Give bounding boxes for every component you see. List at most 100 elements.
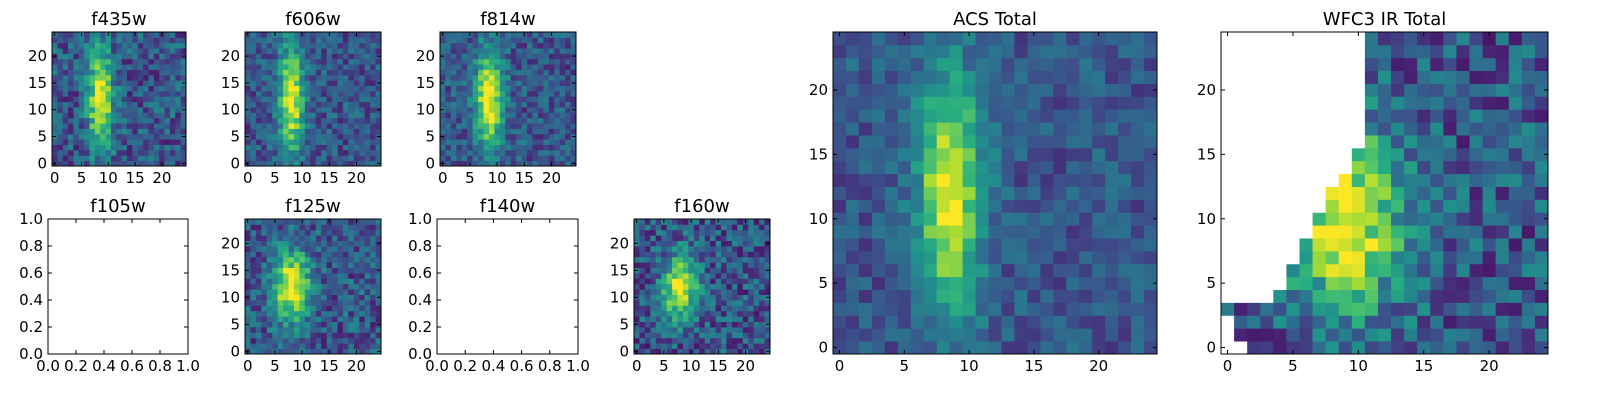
heatmap-cell	[666, 235, 673, 241]
heatmap-cell	[737, 224, 744, 231]
heatmap-cell	[661, 283, 668, 290]
heatmap-cell	[1312, 96, 1327, 110]
heatmap-cell	[304, 139, 311, 145]
heatmap-cell	[897, 173, 912, 187]
heatmap-cell	[261, 278, 268, 285]
heatmap-cell	[272, 37, 279, 44]
heatmap-cell	[250, 128, 257, 135]
heatmap-cell	[1144, 135, 1158, 149]
heatmap-cell	[1521, 147, 1536, 162]
heatmap-cell	[175, 149, 182, 156]
heatmap-cell	[704, 273, 711, 279]
heatmap-cell	[527, 37, 533, 44]
heatmap-cell	[1417, 186, 1431, 200]
heatmap-cell	[661, 305, 668, 312]
heatmap-cell	[169, 133, 176, 140]
heatmap-cell	[1495, 135, 1510, 149]
heatmap-cell	[266, 123, 273, 129]
heatmap-cell	[1014, 263, 1028, 278]
heatmap-cell	[255, 337, 262, 344]
heatmap-cell	[283, 144, 289, 151]
heatmap-cell	[245, 300, 251, 306]
heatmap-cell	[559, 37, 566, 44]
heatmap-cell	[1273, 225, 1287, 239]
heatmap-cell	[1092, 250, 1106, 265]
heatmap-cell	[245, 58, 251, 65]
heatmap-cell	[655, 300, 662, 306]
heatmap-cell	[548, 58, 555, 65]
heatmap-cell	[710, 256, 716, 263]
heatmap-cell	[833, 44, 847, 59]
heatmap-cell	[1260, 135, 1274, 149]
heatmap-cell	[845, 44, 860, 59]
heatmap-cell	[639, 278, 646, 285]
heatmap-cell	[272, 294, 279, 301]
heatmap-cell	[288, 133, 295, 140]
heatmap-cell	[1391, 135, 1405, 149]
heatmap-cell	[666, 278, 673, 285]
heatmap-cell	[110, 155, 117, 162]
heatmap-cell	[1079, 147, 1093, 162]
heatmap-cell	[1482, 147, 1497, 162]
heatmap-cell	[467, 69, 474, 76]
heatmap-cell	[164, 80, 171, 86]
heatmap-cell	[688, 310, 695, 317]
heatmap-cell	[132, 101, 139, 108]
heatmap-cell	[467, 90, 474, 97]
heatmap-cell	[488, 64, 495, 70]
heatmap-cell	[699, 246, 706, 252]
heatmap-cell	[682, 224, 689, 231]
heatmap-cell	[137, 160, 144, 167]
heatmap-cell	[342, 235, 349, 241]
heatmap-cell	[245, 273, 251, 279]
heatmap-cell	[180, 58, 187, 65]
heatmap-cell	[1092, 122, 1106, 136]
heatmap-cell	[543, 128, 550, 135]
heatmap-cell	[153, 155, 160, 162]
heatmap-cell	[310, 139, 317, 145]
heatmap-cell	[94, 32, 101, 38]
heatmap-cell	[1105, 263, 1119, 278]
heatmap-cell	[666, 300, 673, 306]
heatmap-cell	[532, 37, 539, 44]
heatmap-cell	[375, 69, 382, 76]
heatmap-cell	[315, 321, 322, 328]
heatmap-cell	[1417, 250, 1431, 265]
heatmap-cell	[897, 96, 912, 110]
heatmap-cell	[1105, 135, 1119, 149]
heatmap-cell	[116, 117, 123, 124]
heatmap-cell	[1092, 263, 1106, 278]
heatmap-cell	[326, 80, 333, 86]
heatmap-cell	[293, 343, 300, 349]
heatmap-cell	[543, 32, 550, 38]
heatmap-cell	[370, 128, 376, 135]
y-tick-label: 15	[28, 74, 47, 92]
heatmap-cell	[494, 96, 501, 103]
panel-title-f125w: f125w	[285, 196, 340, 217]
heatmap-cell	[548, 48, 555, 54]
heatmap-cell	[364, 273, 371, 279]
heatmap-cell	[1417, 238, 1431, 252]
heatmap-cell	[655, 283, 662, 290]
heatmap-cell	[1456, 96, 1470, 110]
heatmap-cell	[332, 240, 338, 247]
heatmap-cell	[288, 348, 295, 355]
heatmap-cell	[748, 278, 755, 285]
heatmap-cell	[1040, 238, 1054, 252]
heatmap-cell	[310, 278, 317, 285]
heatmap-cell	[164, 133, 171, 140]
heatmap-cell	[693, 348, 700, 355]
heatmap-cell	[359, 321, 366, 328]
heatmap-cell	[521, 133, 528, 140]
heatmap-cell	[245, 235, 251, 241]
heatmap-cell	[105, 64, 112, 70]
heatmap-cell	[666, 246, 673, 252]
heatmap-cell	[478, 107, 484, 113]
heatmap-cell	[450, 64, 457, 70]
heatmap-cell	[1079, 276, 1093, 290]
y-tick-label: 15	[1197, 145, 1216, 163]
heatmap-cell	[634, 310, 640, 317]
heatmap-cell	[833, 32, 847, 46]
heatmap-cell	[532, 144, 539, 151]
heatmap-cell	[494, 69, 501, 76]
